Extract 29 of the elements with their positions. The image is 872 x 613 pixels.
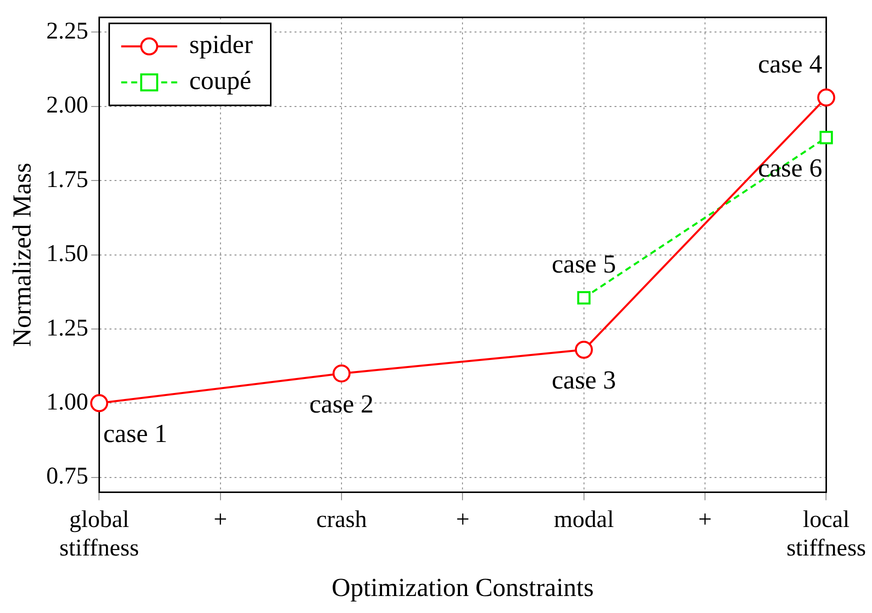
legend-label: spider (189, 30, 254, 60)
annotation: case 2 (309, 389, 374, 418)
point (817, 88, 836, 107)
legend-label: coupé (189, 66, 252, 96)
point (820, 130, 833, 144)
annotation: case 3 (552, 366, 616, 395)
x-tick-label: global stiffness (59, 506, 139, 562)
point (90, 394, 108, 412)
x-axis-title: Optimization Constraints (332, 573, 594, 602)
x-tick-label: crash (316, 506, 367, 533)
annotation: case 5 (552, 250, 616, 279)
x-tick-label: local stiffness (786, 506, 866, 562)
x-tick-label: modal (554, 506, 614, 533)
y-tick-label: 1.50 (46, 241, 88, 268)
point (574, 340, 593, 359)
y-axis-title: Normalized Mass (7, 162, 36, 347)
y-tick-label: 1.25 (46, 315, 88, 342)
annotation: case 1 (103, 419, 168, 448)
y-tick-label: 2.00 (46, 92, 88, 119)
x-tick-label: + (214, 506, 228, 533)
y-tick-label: 2.25 (46, 18, 88, 45)
y-tick-label: 1.75 (46, 166, 88, 193)
x-tick-label: + (456, 506, 470, 533)
point (332, 364, 351, 382)
x-tick-label: + (698, 506, 712, 533)
annotation: case 4 (758, 49, 822, 78)
y-tick-label: 1.00 (46, 389, 88, 416)
point (577, 291, 591, 304)
y-tick-label: 0.75 (46, 464, 88, 490)
